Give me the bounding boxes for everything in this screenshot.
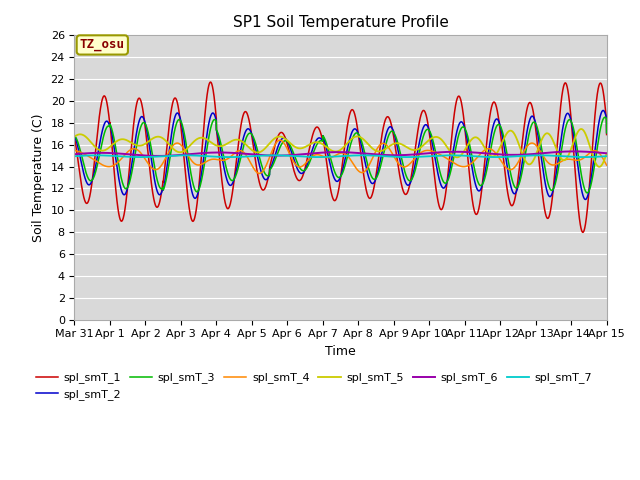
spl_smT_2 bbox=[185, 169, 193, 175]
spl_smT_2 bbox=[70, 132, 78, 138]
Y-axis label: Soil Temperature (C): Soil Temperature (C) bbox=[32, 113, 45, 242]
spl_smT_6 bbox=[155, 153, 163, 159]
spl_smT_5 bbox=[70, 134, 78, 140]
spl_smT_5 bbox=[220, 143, 227, 148]
spl_smT_1 bbox=[552, 153, 560, 159]
spl_smT_7 bbox=[220, 154, 227, 160]
spl_smT_1 bbox=[185, 200, 193, 206]
spl_smT_1 bbox=[220, 188, 227, 194]
spl_smT_1 bbox=[603, 118, 611, 123]
Line: spl_smT_4: spl_smT_4 bbox=[74, 140, 607, 173]
Line: spl_smT_2: spl_smT_2 bbox=[74, 110, 607, 200]
Line: spl_smT_5: spl_smT_5 bbox=[74, 129, 607, 167]
spl_smT_4 bbox=[220, 157, 227, 163]
spl_smT_5 bbox=[185, 144, 193, 150]
spl_smT_4 bbox=[402, 164, 410, 169]
spl_smT_7 bbox=[580, 154, 588, 160]
spl_smT_3 bbox=[603, 130, 611, 136]
spl_smT_2 bbox=[603, 115, 611, 121]
spl_smT_6 bbox=[552, 149, 560, 155]
spl_smT_1 bbox=[392, 151, 400, 157]
spl_smT_7 bbox=[70, 153, 78, 159]
spl_smT_7 bbox=[392, 154, 400, 160]
spl_smT_7 bbox=[552, 153, 560, 159]
spl_smT_6 bbox=[402, 152, 410, 158]
spl_smT_3 bbox=[185, 156, 193, 162]
spl_smT_6 bbox=[70, 151, 78, 157]
Line: spl_smT_3: spl_smT_3 bbox=[74, 117, 607, 193]
X-axis label: Time: Time bbox=[325, 345, 356, 358]
spl_smT_3 bbox=[552, 178, 560, 183]
spl_smT_4 bbox=[603, 162, 611, 168]
spl_smT_5 bbox=[552, 145, 560, 151]
spl_smT_1 bbox=[579, 229, 587, 235]
spl_smT_3 bbox=[603, 116, 611, 121]
Line: spl_smT_7: spl_smT_7 bbox=[74, 156, 607, 157]
spl_smT_7 bbox=[93, 153, 100, 158]
spl_smT_4 bbox=[276, 137, 284, 143]
spl_smT_3 bbox=[220, 151, 227, 156]
spl_smT_4 bbox=[393, 158, 401, 164]
spl_smT_5 bbox=[603, 151, 611, 156]
spl_smT_6 bbox=[220, 150, 227, 156]
spl_smT_4 bbox=[603, 162, 611, 168]
Text: TZ_osu: TZ_osu bbox=[80, 38, 125, 51]
Title: SP1 Soil Temperature Profile: SP1 Soil Temperature Profile bbox=[232, 15, 449, 30]
spl_smT_2 bbox=[603, 130, 611, 135]
Legend: spl_smT_1, spl_smT_2, spl_smT_3, spl_smT_4, spl_smT_5, spl_smT_6, spl_smT_7: spl_smT_1, spl_smT_2, spl_smT_3, spl_smT… bbox=[31, 368, 596, 404]
spl_smT_2 bbox=[552, 172, 560, 178]
spl_smT_2 bbox=[220, 160, 227, 166]
spl_smT_1 bbox=[207, 79, 214, 85]
spl_smT_6 bbox=[392, 152, 400, 158]
spl_smT_7 bbox=[402, 154, 410, 160]
spl_smT_1 bbox=[70, 134, 78, 140]
spl_smT_4 bbox=[185, 153, 193, 159]
spl_smT_5 bbox=[402, 144, 410, 149]
spl_smT_5 bbox=[603, 151, 611, 156]
Line: spl_smT_1: spl_smT_1 bbox=[74, 82, 607, 232]
spl_smT_5 bbox=[577, 126, 585, 132]
spl_smT_3 bbox=[402, 171, 410, 177]
spl_smT_2 bbox=[402, 180, 410, 185]
spl_smT_6 bbox=[603, 150, 611, 156]
spl_smT_6 bbox=[570, 148, 578, 154]
spl_smT_2 bbox=[582, 197, 589, 203]
spl_smT_7 bbox=[603, 153, 611, 159]
spl_smT_6 bbox=[603, 150, 611, 156]
spl_smT_5 bbox=[595, 164, 603, 170]
spl_smT_4 bbox=[70, 148, 78, 154]
spl_smT_1 bbox=[603, 132, 611, 137]
spl_smT_3 bbox=[583, 190, 591, 196]
spl_smT_1 bbox=[402, 192, 410, 197]
Line: spl_smT_6: spl_smT_6 bbox=[74, 151, 607, 156]
spl_smT_7 bbox=[603, 153, 611, 159]
spl_smT_3 bbox=[392, 135, 400, 141]
spl_smT_7 bbox=[185, 153, 193, 158]
spl_smT_4 bbox=[255, 170, 263, 176]
spl_smT_2 bbox=[599, 108, 607, 113]
spl_smT_3 bbox=[601, 114, 609, 120]
spl_smT_2 bbox=[392, 139, 400, 144]
spl_smT_6 bbox=[185, 151, 193, 157]
spl_smT_4 bbox=[552, 161, 560, 167]
spl_smT_5 bbox=[392, 140, 400, 146]
spl_smT_3 bbox=[70, 133, 78, 139]
